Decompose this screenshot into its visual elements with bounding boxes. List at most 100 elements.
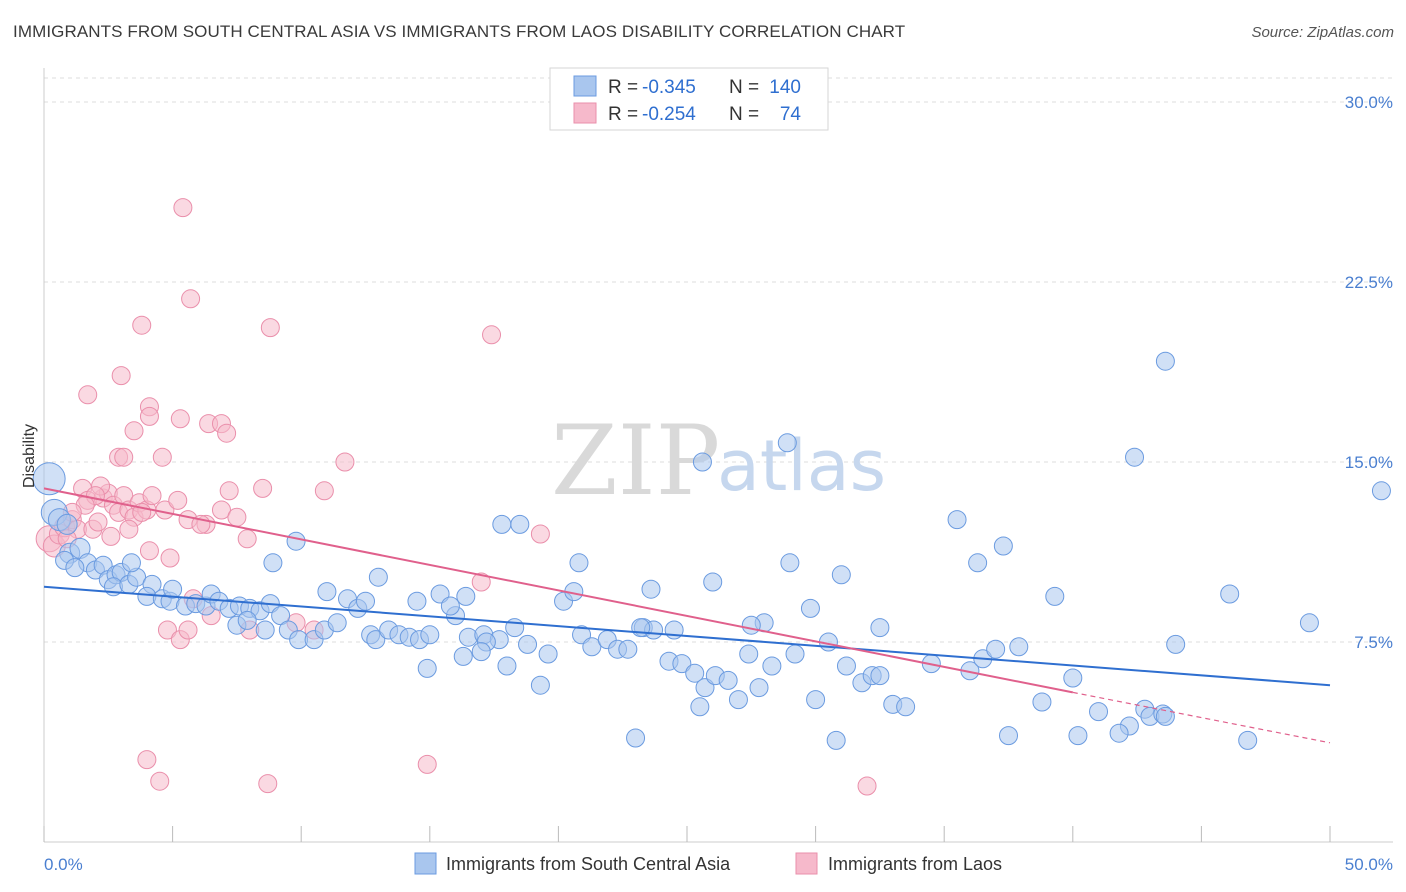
point-south-central-asia — [518, 634, 538, 654]
point-south-central-asia — [530, 675, 550, 695]
legend-swatch-blue — [573, 75, 597, 97]
point-south-central-asia — [456, 586, 476, 606]
point-south-central-asia — [327, 613, 347, 633]
point-laos — [124, 421, 144, 441]
data-points — [32, 198, 1391, 796]
trendlines — [43, 487, 1331, 744]
y-axis-label: Disability — [21, 424, 38, 488]
y-tick-labels: 7.5% 15.0% 22.5% 30.0% — [1345, 93, 1393, 652]
point-laos — [119, 519, 139, 539]
point-laos — [260, 318, 280, 338]
watermark-zip: ZIP — [551, 405, 720, 517]
point-south-central-asia — [255, 620, 275, 640]
point-south-central-asia — [777, 433, 797, 453]
point-laos — [417, 754, 437, 774]
point-laos — [258, 774, 278, 794]
point-laos — [170, 409, 190, 429]
point-laos — [132, 315, 152, 335]
point-south-central-asia — [420, 625, 440, 645]
point-laos — [530, 524, 550, 544]
legend-swatch-pink — [573, 102, 597, 124]
point-laos — [114, 447, 134, 467]
point-south-central-asia — [417, 658, 437, 678]
point-south-central-asia — [870, 666, 890, 686]
point-south-central-asia — [510, 514, 530, 534]
point-south-central-asia — [692, 452, 712, 472]
point-south-central-asia — [505, 618, 525, 638]
point-south-central-asia — [718, 670, 738, 690]
point-south-central-asia — [999, 726, 1018, 746]
point-south-central-asia — [800, 598, 820, 618]
point-south-central-asia — [618, 639, 638, 659]
point-laos — [101, 526, 121, 546]
point-south-central-asia — [728, 690, 748, 710]
point-south-central-asia — [32, 462, 66, 496]
point-laos — [142, 486, 162, 506]
point-south-central-asia — [1063, 668, 1083, 688]
point-south-central-asia — [1109, 723, 1129, 743]
trendline-laos-extrapolated — [1072, 691, 1331, 744]
point-laos — [168, 490, 188, 510]
bottom-legend-label-blue: Immigrants from South Central Asia — [446, 854, 731, 874]
point-south-central-asia — [1299, 613, 1319, 633]
legend-n-label-2: N = — [729, 104, 759, 125]
legend-r-label-1: R = — [608, 77, 638, 98]
point-south-central-asia — [741, 615, 761, 635]
point-south-central-asia — [1166, 634, 1186, 654]
legend-n-value-2: 74 — [780, 104, 802, 125]
point-laos — [160, 548, 180, 568]
point-south-central-asia — [368, 567, 388, 587]
point-south-central-asia — [286, 531, 306, 551]
point-south-central-asia — [1155, 351, 1175, 371]
point-south-central-asia — [896, 697, 916, 717]
point-south-central-asia — [1045, 586, 1065, 606]
legend-n-value-1: 140 — [769, 77, 801, 98]
legend-n-label-1: N = — [729, 77, 759, 98]
point-south-central-asia — [947, 510, 967, 530]
chart-source: Source: ZipAtlas.com — [1251, 24, 1394, 41]
point-laos — [237, 529, 257, 549]
y-tick-label: 15.0% — [1345, 453, 1393, 472]
point-south-central-asia — [762, 656, 782, 676]
point-south-central-asia — [986, 639, 1006, 659]
legend-r-label-2: R = — [608, 104, 638, 125]
point-south-central-asia — [641, 579, 661, 599]
point-laos — [471, 572, 491, 592]
point-south-central-asia — [65, 558, 85, 578]
bottom-legend-swatch-blue — [414, 852, 437, 875]
point-laos — [857, 776, 877, 796]
point-laos — [157, 620, 177, 640]
point-south-central-asia — [749, 678, 769, 698]
point-south-central-asia — [237, 610, 257, 630]
point-south-central-asia — [1009, 637, 1029, 657]
point-south-central-asia — [453, 646, 473, 666]
point-laos — [335, 452, 355, 472]
point-laos — [217, 423, 237, 443]
point-laos — [178, 620, 198, 640]
grid-lines — [44, 77, 1393, 643]
point-south-central-asia — [440, 596, 460, 616]
bottom-legend: Immigrants from South Central Asia Immig… — [414, 852, 1002, 875]
point-laos — [211, 500, 231, 520]
point-south-central-asia — [806, 690, 826, 710]
point-laos — [137, 750, 157, 770]
point-south-central-asia — [163, 579, 183, 599]
watermark-atlas: atlas — [717, 425, 886, 507]
legend-box: R = -0.345 N = 140 R = -0.254 N = 74 — [549, 67, 829, 131]
point-south-central-asia — [672, 654, 692, 674]
legend-r-value-2: -0.254 — [642, 104, 696, 125]
point-south-central-asia — [569, 553, 589, 573]
point-south-central-asia — [739, 644, 759, 664]
point-south-central-asia — [407, 591, 427, 611]
point-south-central-asia — [471, 642, 491, 662]
point-south-central-asia — [538, 644, 558, 664]
point-laos — [173, 198, 193, 218]
x-tick-label-min: 0.0% — [44, 855, 83, 874]
point-laos — [482, 325, 502, 345]
point-south-central-asia — [56, 513, 78, 535]
point-laos — [150, 771, 170, 791]
bottom-legend-label-pink: Immigrants from Laos — [828, 854, 1002, 874]
point-south-central-asia — [626, 728, 646, 748]
point-laos — [181, 289, 201, 309]
point-laos — [139, 406, 159, 426]
